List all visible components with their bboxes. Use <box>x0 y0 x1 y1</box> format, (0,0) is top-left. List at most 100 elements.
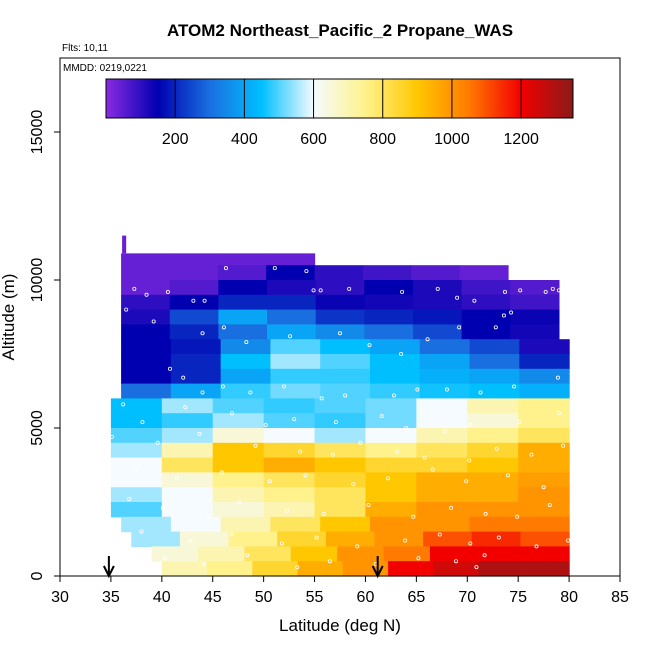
heatmap-cell <box>170 354 222 370</box>
sample-point <box>468 541 473 546</box>
sample-point <box>114 254 119 259</box>
heatmap-cell <box>510 309 560 325</box>
x-tick-label: 40 <box>153 589 171 606</box>
sample-point <box>248 390 253 395</box>
heatmap-cell <box>218 294 268 311</box>
sample-point <box>541 485 546 490</box>
heatmap-cell <box>212 413 265 429</box>
heatmap-cell <box>212 472 265 488</box>
heatmap-cell <box>266 265 316 281</box>
sample-point <box>404 425 409 430</box>
colorbar-tick-label: 800 <box>369 131 396 148</box>
sample-point <box>285 508 290 513</box>
heatmap-cell <box>412 309 463 325</box>
sample-point <box>151 319 156 324</box>
heatmap-cell <box>320 354 371 370</box>
heatmap-cell <box>217 253 267 266</box>
heatmap-cell <box>315 294 365 311</box>
sample-point <box>517 420 522 425</box>
flights-annotation: Flts: 10,11 <box>62 43 108 54</box>
sample-point <box>201 562 206 567</box>
heatmap-cell <box>267 294 317 311</box>
heatmap-cell <box>110 442 163 459</box>
sample-point <box>223 266 228 271</box>
heatmap-cell <box>263 398 316 414</box>
heatmap-cell <box>315 280 365 296</box>
heatmap-cell <box>220 383 272 399</box>
heatmap-cell <box>270 368 321 385</box>
heatmap-cell <box>270 516 321 533</box>
x-tick-label: 50 <box>255 589 273 606</box>
heatmap-cell <box>365 398 417 414</box>
heatmap-cell <box>169 324 219 340</box>
sample-point <box>442 428 447 433</box>
sample-point <box>367 343 372 348</box>
sample-point <box>124 307 129 312</box>
sample-point <box>295 565 300 570</box>
sample-point <box>395 449 400 454</box>
heatmap-cell <box>467 502 519 518</box>
sample-point <box>455 295 460 300</box>
heatmap-cell <box>467 487 519 503</box>
x-tick-label: 55 <box>306 589 324 606</box>
sample-point <box>343 393 348 398</box>
sample-point <box>245 553 250 558</box>
heatmap-cell <box>369 383 421 399</box>
sample-point <box>337 331 342 336</box>
heatmap-cell <box>314 487 367 503</box>
heatmap-cell <box>365 502 417 518</box>
sample-point <box>144 292 149 297</box>
heatmap-cell <box>369 516 421 533</box>
sample-point <box>181 375 186 380</box>
sample-point <box>244 340 249 345</box>
x-tick-label: 60 <box>357 589 375 606</box>
heatmap-cell <box>315 309 365 325</box>
heatmap-cell <box>218 280 268 296</box>
heatmap-cell <box>433 561 480 577</box>
sample-point <box>494 446 499 451</box>
heatmap-cell <box>263 457 316 473</box>
heatmap-cell <box>161 487 214 503</box>
sample-point <box>165 289 170 294</box>
heatmap-cell <box>467 457 519 473</box>
sample-point <box>422 455 427 460</box>
heatmap-cell <box>365 472 417 488</box>
y-axis: 0 5000 10000 15000 <box>29 110 60 580</box>
sample-point <box>298 449 303 454</box>
sample-point <box>534 544 539 549</box>
heatmap-cell <box>519 383 570 399</box>
heatmap-cell <box>314 413 367 429</box>
heatmap-cell <box>263 413 316 429</box>
sample-point <box>206 514 211 519</box>
heatmap-cell <box>228 531 278 547</box>
heatmap-cell <box>110 487 163 503</box>
heatmap-cell <box>161 561 208 577</box>
heatmap-cell <box>207 561 253 577</box>
heatmap-cell <box>519 339 570 355</box>
heatmap-cell <box>121 339 172 355</box>
heatmap-cell <box>364 309 414 325</box>
heatmap-cell <box>170 368 222 385</box>
sample-point <box>330 452 335 457</box>
heatmap-cell <box>270 339 321 355</box>
sample-point <box>351 482 356 487</box>
heatmap-cell <box>220 339 272 355</box>
sample-point <box>311 288 316 293</box>
sample-point <box>355 544 360 549</box>
heatmap-cell <box>469 368 520 385</box>
sample-point <box>560 443 565 448</box>
heatmap-cell <box>121 324 171 340</box>
heatmap-cell <box>212 398 265 414</box>
sample-point <box>478 390 483 395</box>
heatmap-cell <box>369 354 421 370</box>
sample-point <box>318 288 323 293</box>
sample-point <box>267 479 272 484</box>
heatmap-cell <box>198 546 246 562</box>
heatmap-cell <box>416 487 468 503</box>
sample-point <box>555 375 560 380</box>
sample-point <box>430 467 435 472</box>
heatmap-cell <box>266 253 316 266</box>
sample-point <box>509 310 514 315</box>
sample-point <box>221 325 226 330</box>
heatmap-cell <box>161 472 214 488</box>
